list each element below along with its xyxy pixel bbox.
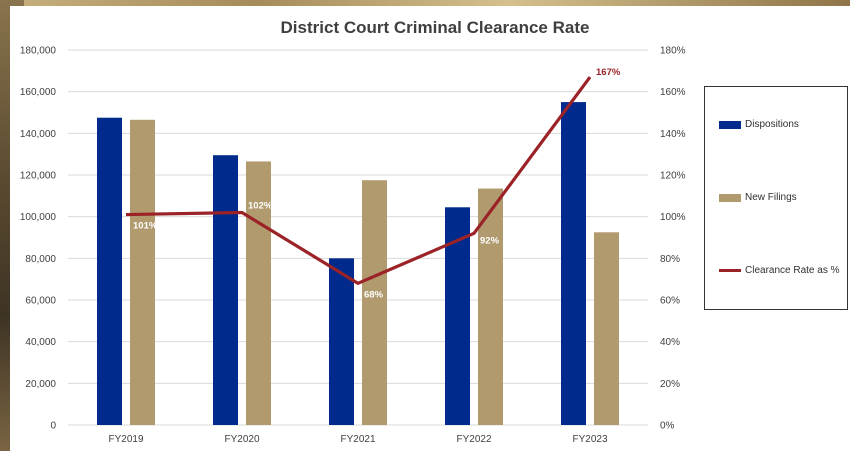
right-axis-tick-label: 180% xyxy=(660,46,686,57)
x-axis-tick-label: FY2023 xyxy=(572,434,607,445)
right-axis-tick-label: 0% xyxy=(660,421,675,432)
legend-item-clearance-rate: Clearance Rate as % xyxy=(719,265,840,276)
left-axis-tick-label: 180,000 xyxy=(20,46,57,57)
x-axis-tick-label: FY2020 xyxy=(224,434,259,445)
right-axis-tick-label: 20% xyxy=(660,379,680,390)
left-axis-tick-label: 140,000 xyxy=(20,129,57,140)
clearance-rate-data-label: 92% xyxy=(480,235,500,246)
legend-swatch-dispositions xyxy=(719,120,741,129)
legend-item-dispositions: Dispositions xyxy=(719,119,799,130)
right-axis-tick-label: 120% xyxy=(660,171,686,182)
left-axis-tick-label: 60,000 xyxy=(25,296,56,307)
left-axis-tick-label: 80,000 xyxy=(25,254,56,265)
background-photo-top xyxy=(0,0,850,10)
right-axis-tick-label: 100% xyxy=(660,212,686,223)
left-axis-tick-label: 0 xyxy=(50,421,56,432)
legend: Dispositions New Filings Clearance Rate … xyxy=(704,86,848,310)
legend-item-new-filings: New Filings xyxy=(719,192,797,203)
right-axis-tick-label: 140% xyxy=(660,129,686,140)
left-axis-tick-label: 100,000 xyxy=(20,212,57,223)
bar-dispositions xyxy=(329,258,354,425)
right-axis-tick-label: 60% xyxy=(660,296,680,307)
chart-title: District Court Criminal Clearance Rate xyxy=(280,18,590,37)
clearance-rate-data-label: 101% xyxy=(133,221,158,232)
bar-new-filings xyxy=(362,180,387,425)
bar-new-filings xyxy=(478,188,503,425)
x-axis-tick-label: FY2022 xyxy=(456,434,491,445)
left-axis-tick-label: 20,000 xyxy=(25,379,56,390)
bar-dispositions xyxy=(213,155,238,426)
clearance-rate-data-label: 167% xyxy=(596,67,621,78)
bar-new-filings xyxy=(594,232,619,425)
right-axis-tick-label: 40% xyxy=(660,337,680,348)
bar-dispositions xyxy=(97,117,122,425)
legend-swatch-new-filings xyxy=(719,193,741,202)
clearance-rate-data-label: 68% xyxy=(364,289,384,300)
legend-label-clearance-rate: Clearance Rate as % xyxy=(745,265,840,276)
bar-dispositions xyxy=(561,102,586,425)
left-axis-tick-label: 160,000 xyxy=(20,87,57,98)
left-axis-tick-label: 40,000 xyxy=(25,337,56,348)
right-axis-tick-label: 80% xyxy=(660,254,680,265)
bar-new-filings xyxy=(246,161,271,426)
clearance-rate-line xyxy=(125,76,592,285)
x-axis-tick-label: FY2019 xyxy=(108,434,143,445)
bar-new-filings xyxy=(130,119,155,426)
clearance-rate-data-label: 102% xyxy=(248,201,273,212)
legend-label-new-filings: New Filings xyxy=(745,192,797,203)
x-axis-tick-label: FY2021 xyxy=(340,434,375,445)
right-axis-tick-label: 160% xyxy=(660,87,686,98)
legend-label-dispositions: Dispositions xyxy=(745,119,799,130)
legend-swatch-clearance-rate xyxy=(719,269,741,272)
left-axis-tick-label: 120,000 xyxy=(20,171,57,182)
